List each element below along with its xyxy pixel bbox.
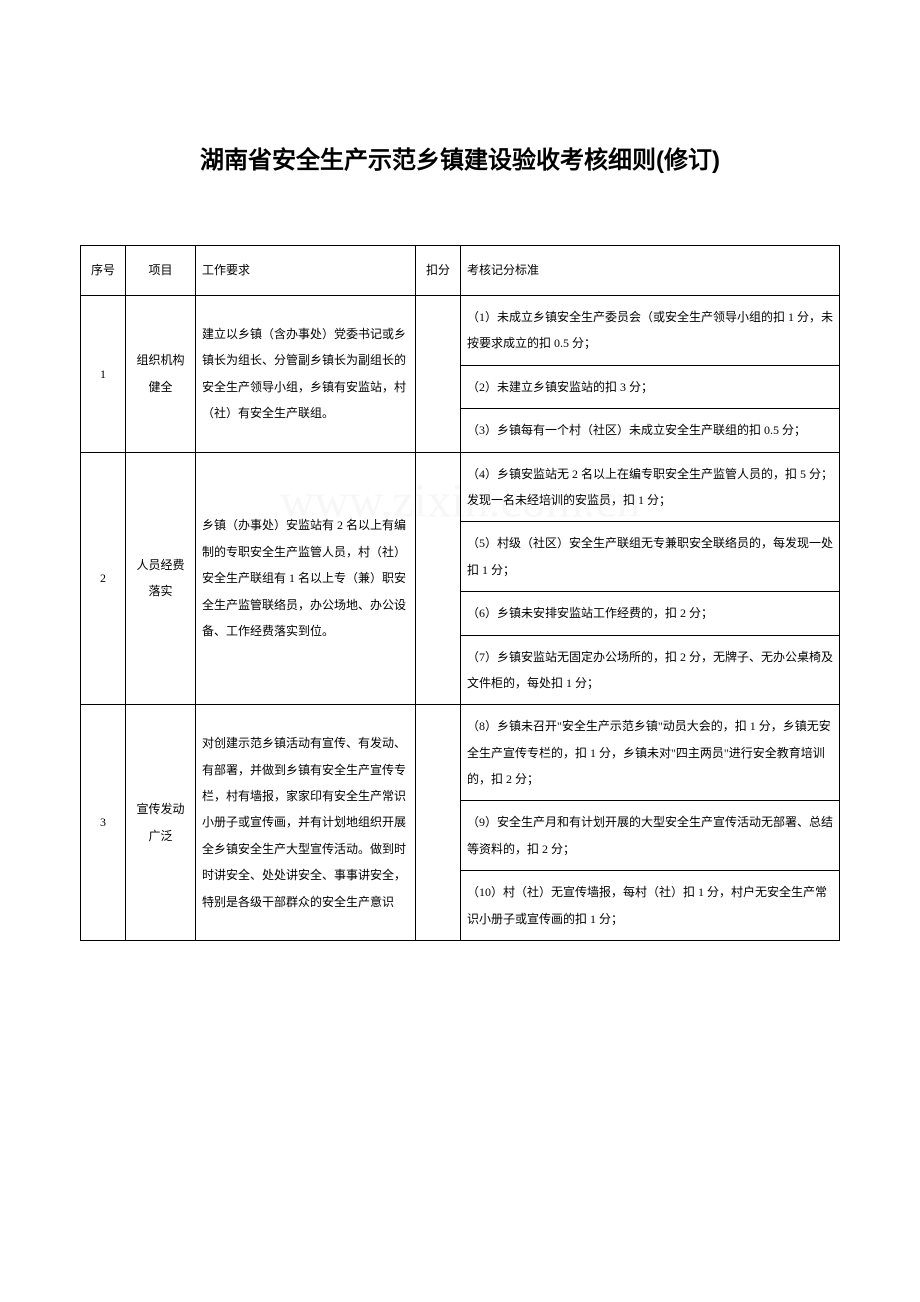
document-title: 湖南省安全生产示范乡镇建设验收考核细则(修订): [80, 140, 840, 175]
header-seq: 序号: [81, 246, 126, 296]
cell-standard: （5）村级（社区）安全生产联组无专兼职安全联络员的，每发现一处扣 1 分；: [461, 522, 840, 592]
table-row: 2 人员经费落实 乡镇（办事处）安监站有 2 名以上有编制的专职安全生产监管人员…: [81, 452, 840, 522]
cell-item: 组织机构健全: [126, 296, 196, 453]
cell-seq: 2: [81, 452, 126, 705]
cell-standard: （3）乡镇每有一个村（社区）未成立安全生产联组的扣 0.5 分；: [461, 409, 840, 452]
table-row: 1 组织机构健全 建立以乡镇（含办事处）党委书记或乡镇长为组长、分管副乡镇长为副…: [81, 296, 840, 366]
cell-item: 人员经费落实: [126, 452, 196, 705]
cell-standard: （10）村（社）无宣传墙报，每村（社）扣 1 分，村户无安全生产常识小册子或宣传…: [461, 871, 840, 941]
cell-deduct: [416, 296, 461, 453]
cell-standard: （6）乡镇未安排安监站工作经费的，扣 2 分；: [461, 592, 840, 635]
header-standard: 考核记分标准: [461, 246, 840, 296]
cell-seq: 1: [81, 296, 126, 453]
cell-deduct: [416, 452, 461, 705]
cell-standard: （4）乡镇安监站无 2 名以上在编专职安全生产监管人员的，扣 5 分；发现一名未…: [461, 452, 840, 522]
cell-item: 宣传发动广泛: [126, 705, 196, 941]
cell-standard: （1）未成立乡镇安全生产委员会（或安全生产领导小组的扣 1 分，未按要求成立的扣…: [461, 296, 840, 366]
header-item: 项目: [126, 246, 196, 296]
cell-standard: （2）未建立乡镇安监站的扣 3 分；: [461, 365, 840, 408]
cell-requirement: 对创建示范乡镇活动有宣传、有发动、有部署，并做到乡镇有安全生产宣传专栏，村有墙报…: [196, 705, 416, 941]
cell-deduct: [416, 705, 461, 941]
cell-requirement: 建立以乡镇（含办事处）党委书记或乡镇长为组长、分管副乡镇长为副组长的安全生产领导…: [196, 296, 416, 453]
header-deduct: 扣分: [416, 246, 461, 296]
cell-seq: 3: [81, 705, 126, 941]
header-requirement: 工作要求: [196, 246, 416, 296]
cell-requirement: 乡镇（办事处）安监站有 2 名以上有编制的专职安全生产监管人员，村（社）安全生产…: [196, 452, 416, 705]
cell-standard: （7）乡镇安监站无固定办公场所的，扣 2 分，无牌子、无办公桌椅及文件柜的，每处…: [461, 635, 840, 705]
cell-standard: （8）乡镇未召开"安全生产示范乡镇"动员大会的，扣 1 分，乡镇无安全生产宣传专…: [461, 705, 840, 801]
table-header-row: 序号 项目 工作要求 扣分 考核记分标准: [81, 246, 840, 296]
assessment-table: 序号 项目 工作要求 扣分 考核记分标准 1 组织机构健全 建立以乡镇（含办事处…: [80, 245, 840, 941]
cell-standard: （9）安全生产月和有计划开展的大型安全生产宣传活动无部署、总结等资料的，扣 2 …: [461, 801, 840, 871]
table-row: 3 宣传发动广泛 对创建示范乡镇活动有宣传、有发动、有部署，并做到乡镇有安全生产…: [81, 705, 840, 801]
